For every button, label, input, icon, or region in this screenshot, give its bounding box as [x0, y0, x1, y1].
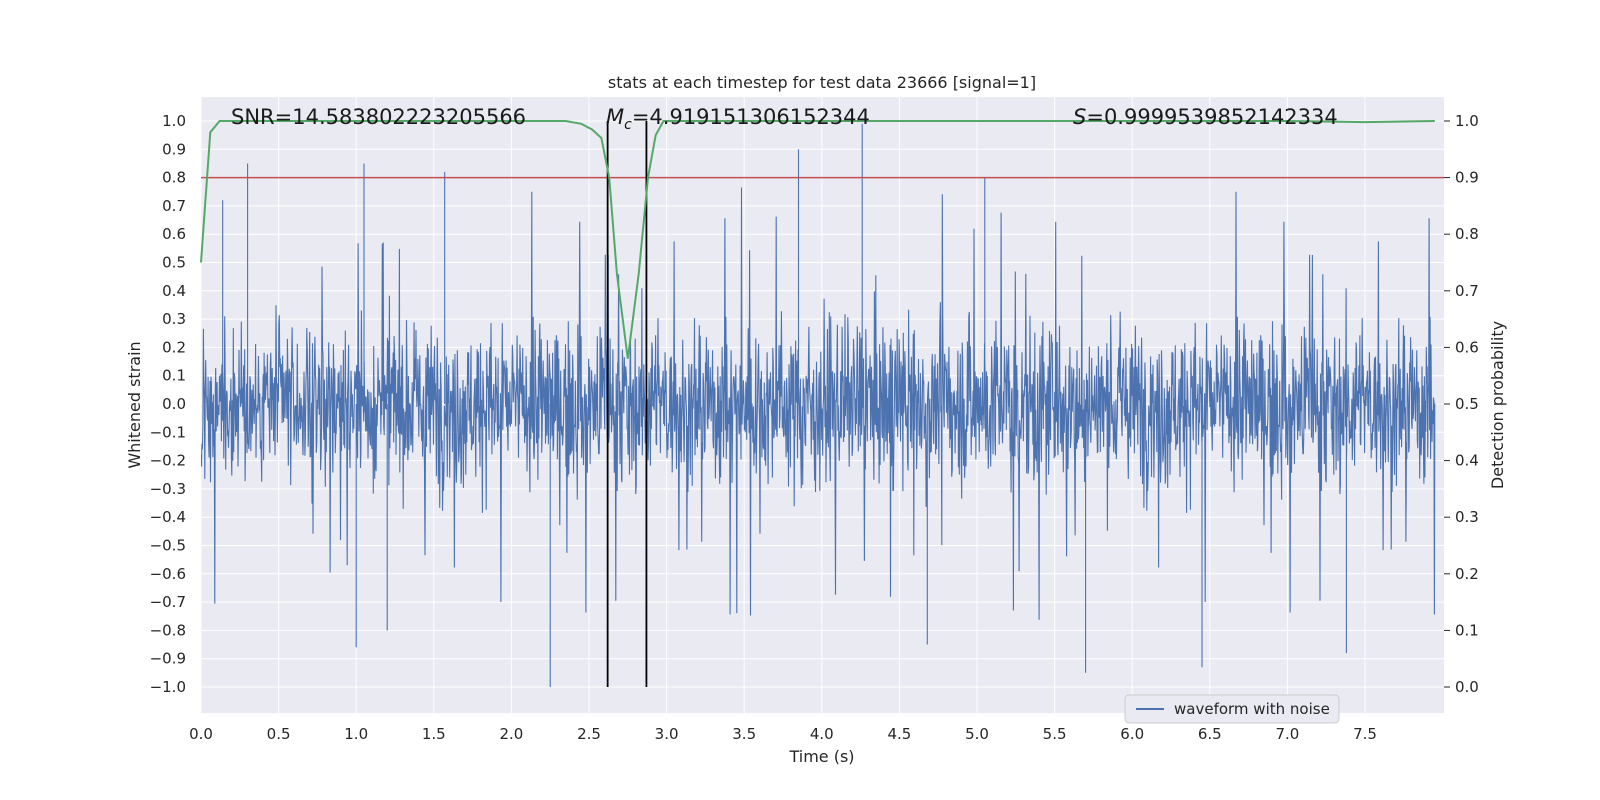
x-tick-label: 5.5 [1043, 725, 1067, 743]
mc-subscript: c [624, 117, 632, 133]
x-tick-label: 0.0 [189, 725, 213, 743]
y2-tick-label: 1.0 [1455, 112, 1479, 130]
vline-layer [606, 121, 648, 687]
x-tick-label: 6.0 [1120, 725, 1144, 743]
y2-tick-label: 0.1 [1455, 621, 1479, 639]
y-tick-label: −0.8 [150, 621, 186, 639]
y-tick-label: 0.6 [162, 225, 186, 243]
x-tick-label: 3.5 [732, 725, 756, 743]
y2-tick-label: 0.9 [1455, 169, 1479, 187]
x-tick-label: 2.0 [499, 725, 523, 743]
x-tick-label: 2.5 [577, 725, 601, 743]
x-tick-label: 7.0 [1275, 725, 1299, 743]
y2-tick-label: 0.4 [1455, 452, 1479, 470]
y2-tick-label: 0.5 [1455, 395, 1479, 413]
y-tick-label: 0.5 [162, 254, 186, 272]
y2-tick-label: 0.7 [1455, 282, 1479, 300]
x-tick-label: 4.5 [887, 725, 911, 743]
waveform-layer [201, 123, 1436, 687]
x-tick-label: 5.0 [965, 725, 989, 743]
probability-series [200, 120, 1435, 359]
tick-layer: 0.0 0.5 1.0 1.5 2.0 2.5 3.0 3.5 4.0 4.5 5.0 5.5 6.0 6… [150, 112, 1479, 743]
mc-value: =4.919151306152344 [632, 105, 870, 129]
probability-layer [200, 120, 1435, 359]
y-tick-label: 0.8 [162, 169, 186, 187]
y-tick-label: 0.9 [162, 140, 186, 158]
y2-tick-label: 0.6 [1455, 338, 1479, 356]
y2-axis-label: Detection probability [1488, 321, 1507, 489]
chart-title: stats at each timestep for test data 236… [608, 73, 1036, 92]
x-axis-label: Time (s) [788, 747, 854, 766]
y2-tick-label: 0.2 [1455, 565, 1479, 583]
s-value: =0.9999539852142334 [1086, 105, 1337, 129]
y-tick-label: −0.1 [150, 423, 186, 441]
x-tick-label: 4.0 [810, 725, 834, 743]
legend-label: waveform with noise [1174, 700, 1330, 718]
y2-tick-label: 0.0 [1455, 678, 1479, 696]
y-tick-label: 0.2 [162, 338, 186, 356]
mc-symbol: M [606, 105, 624, 129]
y-tick-label: −0.7 [150, 593, 186, 611]
legend-box [1124, 694, 1340, 724]
s-annotation: S=0.9999539852142334 [1073, 105, 1338, 129]
snr-annotation: SNR=14.583802223205566 [231, 105, 526, 129]
y-tick-label: −0.2 [150, 452, 186, 470]
y-tick-label: 1.0 [162, 112, 186, 130]
y-tick-label: 0.1 [162, 367, 186, 385]
waveform-series [201, 123, 1436, 687]
x-tick-label: 0.5 [267, 725, 291, 743]
legend: waveform with noise [1124, 694, 1340, 724]
y-tick-label: 0.7 [162, 197, 186, 215]
y-tick-label: −1.0 [150, 678, 186, 696]
y2-tick-label: 0.8 [1455, 225, 1479, 243]
y-tick-label: −0.5 [150, 537, 186, 555]
x-tick-label: 7.5 [1353, 725, 1377, 743]
y-tick-label: −0.9 [150, 650, 186, 668]
y-axis-label: Whitened strain [125, 341, 144, 468]
y-tick-label: 0.3 [162, 310, 186, 328]
y2-tick-label: 0.3 [1455, 508, 1479, 526]
x-tick-label: 3.0 [655, 725, 679, 743]
y-tick-label: −0.6 [150, 565, 186, 583]
s-symbol: S [1073, 105, 1086, 129]
x-tick-label: 6.5 [1198, 725, 1222, 743]
y-tick-label: 0.0 [162, 395, 186, 413]
y-tick-label: 0.4 [162, 282, 186, 300]
mc-annotation: Mc=4.919151306152344 [606, 105, 870, 133]
y-tick-label: −0.3 [150, 480, 186, 498]
y-tick-label: −0.4 [150, 508, 186, 526]
x-tick-label: 1.0 [344, 725, 368, 743]
x-tick-label: 1.5 [422, 725, 446, 743]
